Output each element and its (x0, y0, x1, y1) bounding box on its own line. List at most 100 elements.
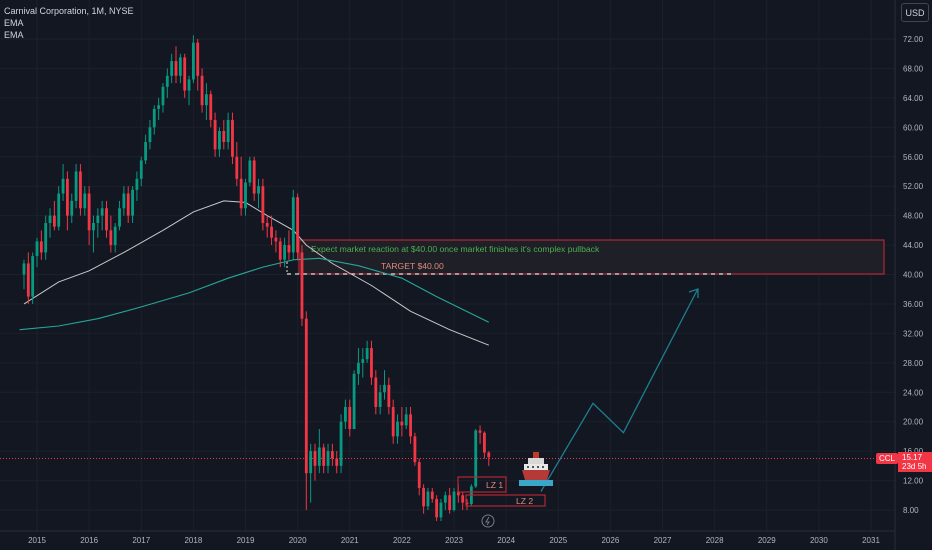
candle-body[interactable] (391, 406, 395, 437)
resistance-zone[interactable] (298, 239, 885, 275)
candle-body[interactable] (113, 226, 117, 246)
candle-body[interactable] (296, 197, 300, 253)
candle-body[interactable] (313, 451, 317, 466)
candle-body[interactable] (165, 75, 169, 87)
candle-body[interactable] (383, 384, 386, 393)
candle-body[interactable] (387, 384, 391, 407)
candle-body[interactable] (370, 348, 373, 378)
candle-body[interactable] (100, 208, 104, 216)
candle-body[interactable] (252, 160, 256, 194)
candle-body[interactable] (126, 193, 130, 216)
candle-body[interactable] (61, 178, 65, 194)
candle-body[interactable] (135, 178, 139, 190)
candle-body[interactable] (213, 119, 217, 150)
candle-body[interactable] (326, 451, 330, 466)
candle-body[interactable] (139, 160, 143, 179)
ema-fast-line[interactable] (23, 200, 489, 346)
candle-body[interactable] (357, 362, 360, 374)
candle-body[interactable] (335, 458, 339, 466)
lz1-zone[interactable] (457, 476, 507, 493)
candle-body[interactable] (257, 186, 260, 194)
candle-body[interactable] (148, 127, 152, 143)
candle-body[interactable] (26, 263, 30, 297)
candle-body[interactable] (439, 502, 443, 518)
candle-body[interactable] (404, 414, 408, 426)
candle-body[interactable] (270, 226, 273, 238)
candle-body[interactable] (31, 256, 35, 297)
time-axis[interactable]: 2015 2016 2017 2018 2019 2020 2021 2022 2023 2024… (28, 536, 880, 545)
candle-body[interactable] (417, 462, 421, 488)
candle-body[interactable] (92, 222, 95, 231)
candle-body[interactable] (183, 57, 187, 91)
candle-body[interactable] (22, 263, 26, 275)
candle-body[interactable] (191, 42, 195, 80)
candle-body[interactable] (435, 498, 439, 518)
candle-body[interactable] (65, 178, 69, 216)
candle-body[interactable] (261, 186, 265, 223)
candle-body[interactable] (448, 495, 452, 510)
candle-body[interactable] (196, 42, 200, 76)
candle-body[interactable] (317, 447, 321, 466)
candle-body[interactable] (226, 119, 230, 143)
candle-body[interactable] (365, 348, 369, 360)
candle-body[interactable] (465, 502, 469, 505)
candle-body[interactable] (291, 197, 295, 253)
candle-body[interactable] (378, 392, 382, 407)
candle-body[interactable] (330, 451, 334, 459)
candle-body[interactable] (105, 208, 108, 231)
candle-body[interactable] (409, 414, 412, 437)
candle-body[interactable] (131, 189, 134, 216)
candle-body[interactable] (178, 57, 182, 76)
candle-body[interactable] (265, 222, 269, 227)
candle-body[interactable] (422, 487, 426, 507)
candle-body[interactable] (482, 432, 486, 453)
dividends-icon[interactable] (481, 514, 495, 528)
candle-body[interactable] (426, 491, 430, 507)
candle-body[interactable] (118, 208, 121, 227)
candle-body[interactable] (35, 241, 39, 257)
candle-body[interactable] (452, 491, 456, 510)
candle-body[interactable] (152, 108, 156, 128)
candle-body[interactable] (174, 61, 178, 76)
candle-body[interactable] (44, 222, 48, 253)
candle-body[interactable] (39, 241, 43, 253)
candle-body[interactable] (122, 193, 126, 209)
candle-body[interactable] (430, 491, 434, 499)
candle-body[interactable] (278, 241, 282, 260)
ema-legend-1[interactable]: EMA (4, 18, 24, 28)
candle-body[interactable] (413, 436, 417, 463)
ema-slow-line[interactable] (19, 257, 490, 331)
candle-body[interactable] (287, 245, 291, 253)
candle-body[interactable] (461, 495, 465, 503)
candle-body[interactable] (70, 200, 74, 216)
candle-body[interactable] (52, 215, 56, 227)
candle-body[interactable] (187, 79, 191, 91)
candle-body[interactable] (300, 252, 304, 319)
candle-body[interactable] (209, 94, 213, 120)
candle-body[interactable] (48, 215, 52, 223)
candle-body[interactable] (57, 193, 61, 227)
candle-body[interactable] (244, 182, 247, 209)
candle-body[interactable] (79, 171, 82, 209)
candle-body[interactable] (96, 215, 100, 223)
candle-body[interactable] (222, 130, 226, 143)
lz2-zone[interactable] (465, 494, 546, 507)
candle-body[interactable] (74, 171, 78, 201)
price-axis[interactable]: 72.00 68.00 64.00 60.00 56.00 52.00 48.00 44.00… (903, 35, 924, 515)
candle-body[interactable] (239, 178, 243, 209)
candle-body[interactable] (248, 160, 252, 183)
candle-body[interactable] (474, 430, 478, 487)
projection-path[interactable] (540, 289, 698, 492)
candle-body[interactable] (322, 447, 326, 466)
candle-body[interactable] (218, 130, 221, 150)
candle-body[interactable] (348, 406, 352, 430)
candle-body[interactable] (170, 61, 174, 76)
candle-body[interactable] (144, 142, 148, 161)
candle-body[interactable] (83, 193, 87, 209)
candle-body[interactable] (87, 193, 91, 231)
candle-body[interactable] (274, 237, 278, 242)
candle-body[interactable] (109, 230, 113, 246)
candle-body[interactable] (352, 373, 356, 430)
candle-body[interactable] (478, 430, 482, 433)
